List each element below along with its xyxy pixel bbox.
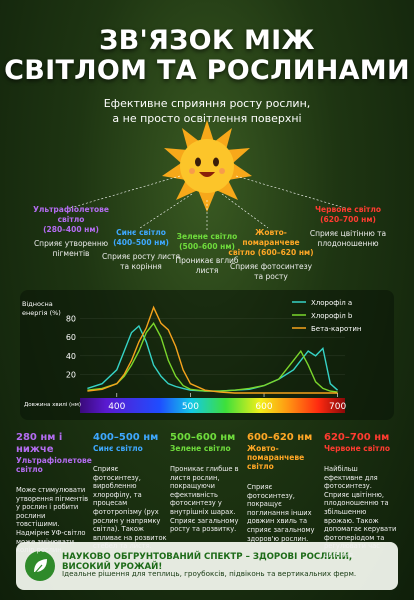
series-line	[87, 324, 339, 392]
column-text: Найбільш ефективне для фотосинтезу. Спри…	[324, 465, 397, 559]
series-line	[87, 322, 338, 393]
label-text: Сприяє утворенню пігментів	[33, 239, 109, 258]
column-range: 500–600 нм	[170, 432, 236, 443]
column-text: Може стимулювати утворення пігментів у р…	[16, 486, 89, 555]
label-name: Жовто-помаранчеве	[242, 228, 300, 247]
column-range: 620–700 нм	[324, 432, 390, 443]
footer-text: Ідеальне рішення для теплиць, гроубоксів…	[62, 569, 357, 578]
label-range: (500–600 нм)	[179, 242, 235, 251]
title: СВІТЛОМ ТА РОСЛИНАМИ	[4, 55, 410, 86]
label-range: (620–700 нм)	[320, 215, 376, 224]
info-column: 600–620 нм Жовто-помаранчеве світло Сприяє…	[247, 432, 321, 543]
label-name: Ультрафіолетове світло	[33, 205, 109, 224]
spectrum-bar	[80, 398, 345, 413]
sun-label: Ультрафіолетове світло (280–400 нм) Сприяє…	[28, 205, 114, 259]
sun-label: Зелене світло (500–600 нм) Проникає вглиб …	[164, 232, 250, 276]
label-range: (280–400 нм)	[43, 225, 99, 234]
column-name: Жовто-помаранчеве світло	[247, 444, 305, 471]
label-name: Синє світло	[116, 228, 166, 237]
y-tick-label: 20	[66, 370, 76, 379]
connectors	[69, 175, 346, 232]
label-range: (400–500 нм)	[113, 238, 169, 247]
column-range: 400–500 нм	[93, 432, 159, 443]
column-text: Сприяє фотосинтезу, виробленню хлорофілу…	[93, 465, 167, 551]
y-tick-label: 80	[66, 315, 76, 324]
info-column: 500–600 нм Зелене світло Проникає глибше в…	[170, 432, 244, 534]
info-column: 280 нм і нижче Ультрафіолетове світло Може…	[16, 432, 92, 555]
series-line	[87, 305, 338, 394]
column-text: Сприяє фотосинтезу, покращує поглинання …	[247, 483, 315, 543]
label-range: світло (600–620 нм)	[228, 248, 314, 257]
label-name: Зелене світло	[176, 232, 238, 241]
column-name: Ультрафіолетове світло	[16, 456, 92, 474]
subtitle: а не просто освітлення поверхні	[112, 112, 302, 125]
column-name: Синє світло	[93, 444, 143, 453]
x-tick-label: 600	[255, 402, 272, 412]
subtitle: Ефективне сприяння росту рослин,	[103, 97, 311, 110]
label-text: Проникає вглиб листя	[175, 256, 239, 275]
label-name: Червоне світло	[314, 205, 382, 214]
x-tick-label: 500	[182, 402, 199, 412]
label-text: Сприяє цвітінню та плодоношенню	[309, 229, 387, 248]
label-text: Сприяє росту листя та коріння	[101, 252, 181, 271]
sun-label: Жовто-помаранчеве світло (600–620 нм) Спри…	[228, 228, 314, 282]
label-text: Сприяє фотосинтезу та росту	[229, 262, 313, 281]
y-tick-label: 40	[66, 352, 76, 361]
x-tick-label: 700	[329, 402, 346, 412]
title: ЗВ'ЯЗОК МІЖ	[99, 25, 315, 56]
sun-label: Червоне світло (620–700 нм) Сприяє цвітінн…	[305, 205, 391, 249]
leaf-icon	[25, 551, 55, 581]
column-range: 600–620 нм	[247, 432, 313, 443]
sun	[162, 120, 252, 212]
x-tick-label: 400	[108, 402, 125, 412]
legend-label: Бета-каротин	[311, 325, 361, 333]
column-text: Проникає глибше в листя рослин, покращую…	[170, 465, 239, 534]
footer: НАУКОВО ОБГРУНТОВАНИЙ СПЕКТР – ЗДОРОВІ Р…	[16, 542, 398, 590]
sun-label: Синє світло (400–500 нм) Сприяє росту лист…	[98, 228, 184, 272]
info-column: 400–500 нм Синє світло Сприяє фотосинтезу,…	[93, 432, 167, 551]
x-axis-label: Довжина хвилі (нм)	[24, 402, 82, 408]
info-column: 620–700 нм Червоне світло Найбільш ефектив…	[324, 432, 398, 560]
legend-label: Хлорофіл b	[311, 312, 353, 320]
y-axis-label: Відносна енергія (%)	[22, 300, 61, 317]
column-name: Червоне світло	[324, 444, 391, 453]
footer-title: НАУКОВО ОБГРУНТОВАНИЙ СПЕКТР – ЗДОРОВІ Р…	[62, 552, 353, 572]
column-name: Зелене світло	[170, 444, 231, 453]
y-tick-label: 60	[66, 333, 76, 342]
column-range: 280 нм і нижче	[16, 432, 63, 455]
legend-label: Хлорофіл a	[311, 299, 352, 307]
